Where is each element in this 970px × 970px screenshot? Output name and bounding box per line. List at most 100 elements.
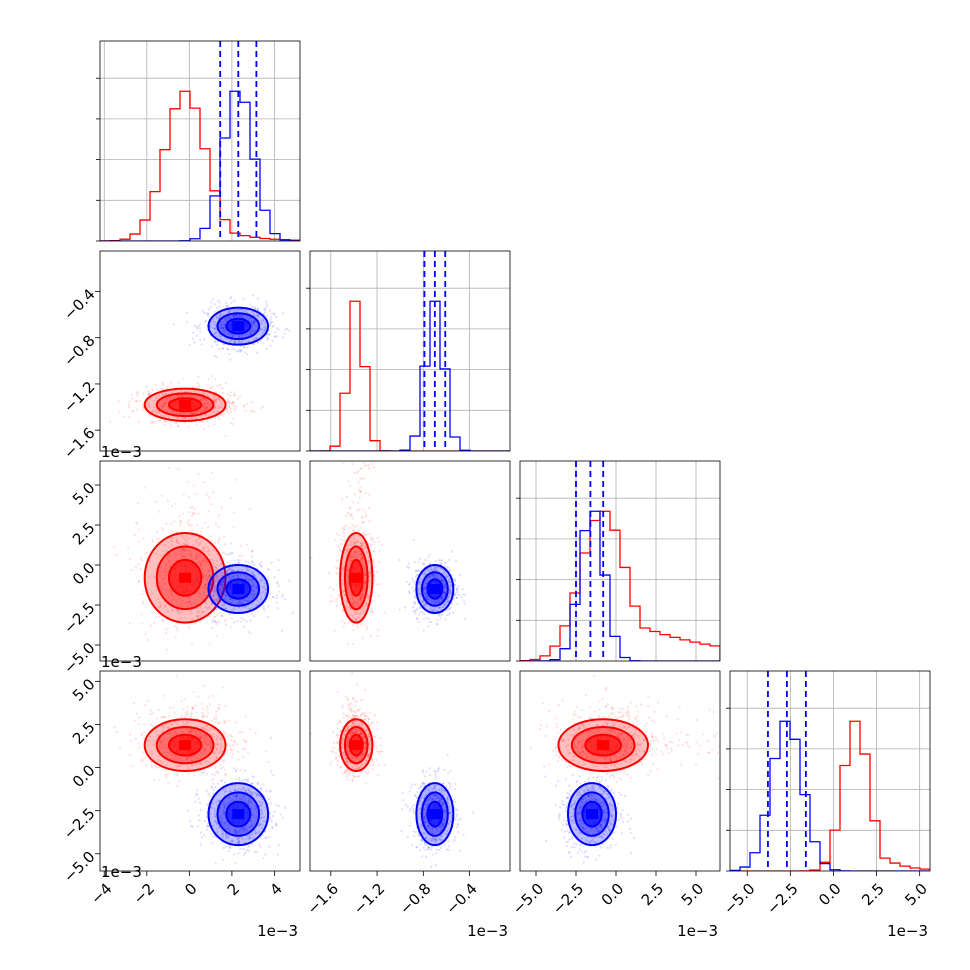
- sample-point: [233, 348, 236, 351]
- sample-point: [239, 544, 242, 547]
- sample-point: [284, 328, 287, 331]
- sample-point: [361, 594, 364, 597]
- sample-point: [225, 594, 228, 598]
- sample-point: [216, 782, 219, 785]
- sample-point: [201, 559, 204, 562]
- sample-point: [227, 412, 231, 415]
- sample-point: [198, 592, 201, 595]
- sample-point: [176, 396, 179, 399]
- sample-point: [167, 782, 170, 785]
- sample-point: [191, 396, 195, 399]
- sample-point: [371, 537, 375, 540]
- sample-point: [341, 567, 344, 571]
- sample-point: [239, 847, 242, 851]
- sample-point: [457, 585, 460, 588]
- sample-point: [169, 563, 172, 566]
- sample-point: [179, 389, 183, 392]
- sample-point: [436, 599, 439, 602]
- sample-point: [367, 597, 370, 600]
- sample-point: [172, 531, 175, 535]
- sample-point: [286, 327, 289, 331]
- sample-point: [253, 805, 257, 808]
- sample-point: [348, 484, 351, 488]
- sample-point: [219, 767, 222, 770]
- sample-point: [230, 739, 233, 742]
- sample-point: [209, 325, 212, 328]
- sample-point: [341, 619, 344, 623]
- sample-point: [243, 789, 246, 792]
- sample-point: [185, 390, 188, 393]
- sample-point: [221, 552, 224, 555]
- sample-point: [200, 715, 204, 718]
- sample-point: [351, 597, 355, 600]
- sample-point: [443, 571, 446, 574]
- sample-point: [423, 586, 426, 589]
- sample-point: [203, 733, 206, 736]
- sample-point: [216, 621, 219, 624]
- sample-point: [440, 597, 443, 601]
- sample-point: [423, 587, 426, 590]
- sample-point: [223, 788, 226, 791]
- sample-point: [170, 540, 173, 543]
- sample-point: [424, 582, 427, 586]
- sample-point: [252, 573, 255, 576]
- sample-point: [243, 310, 246, 313]
- density-peak: [179, 572, 192, 583]
- sample-point: [207, 570, 210, 573]
- sample-point: [199, 564, 202, 567]
- sample-point: [219, 406, 222, 409]
- sample-point: [426, 576, 430, 579]
- sample-point: [262, 783, 265, 786]
- sample-point: [444, 591, 447, 594]
- sample-point: [267, 337, 270, 340]
- sample-point: [209, 746, 212, 750]
- sample-point: [362, 477, 365, 480]
- sample-point: [215, 801, 218, 804]
- sample-point: [430, 621, 433, 624]
- sample-point: [113, 545, 116, 549]
- sample-point: [416, 573, 419, 576]
- sample-point: [335, 532, 338, 536]
- sample-point: [191, 512, 194, 515]
- sample-point: [346, 569, 349, 572]
- sample-point: [433, 573, 436, 576]
- sample-point: [413, 609, 417, 612]
- sample-point: [443, 594, 447, 597]
- sample-point: [239, 600, 242, 603]
- sample-point: [217, 722, 220, 725]
- sample-point: [425, 595, 428, 598]
- sample-point: [168, 416, 171, 419]
- sample-point: [138, 528, 141, 531]
- sample-point: [255, 336, 258, 339]
- sample-point: [453, 579, 457, 583]
- sample-point: [217, 826, 220, 829]
- sample-point: [137, 581, 140, 584]
- sample-point: [155, 588, 158, 591]
- sample-point: [218, 817, 221, 820]
- sample-point: [350, 553, 353, 556]
- sample-point: [262, 585, 265, 588]
- sample-point: [244, 740, 247, 743]
- sample-point: [206, 728, 209, 732]
- sample-point: [221, 403, 224, 407]
- sample-point: [353, 609, 356, 613]
- sample-point: [223, 578, 226, 581]
- sample-point: [182, 395, 185, 398]
- sample-point: [204, 748, 207, 751]
- sample-point: [269, 344, 272, 347]
- sample-point: [195, 557, 198, 560]
- sample-point: [372, 561, 376, 564]
- sample-point: [246, 346, 249, 349]
- sample-point: [204, 742, 207, 745]
- sample-point: [176, 604, 179, 607]
- sample-point: [241, 315, 244, 319]
- sample-point: [230, 568, 233, 571]
- histogram-series: [100, 90, 300, 241]
- sample-point: [179, 597, 182, 601]
- sample-point: [254, 832, 257, 835]
- sample-point: [431, 573, 434, 577]
- sample-point: [224, 320, 227, 323]
- sample-point: [187, 432, 189, 434]
- sample-point: [184, 390, 187, 393]
- sample-point: [436, 573, 439, 577]
